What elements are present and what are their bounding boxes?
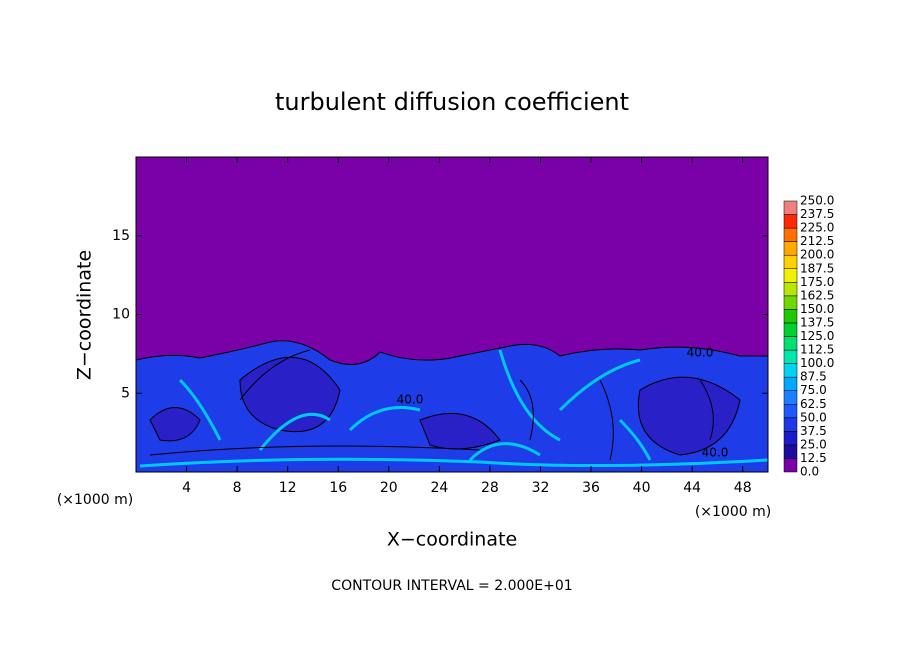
- x-tick-label: 12: [279, 480, 297, 496]
- colorbar-label: 50.0: [800, 410, 827, 424]
- colorbar-swatch: [783, 444, 798, 459]
- colorbar-label: 187.5: [800, 261, 834, 275]
- colorbar-swatch: [783, 295, 798, 310]
- cyan-streaks: [139, 349, 769, 468]
- colorbar-swatch: [783, 322, 798, 337]
- colorbar-label: 100.0: [800, 356, 834, 370]
- colorbar-label: 62.5: [800, 397, 827, 411]
- colorbar-swatch: [783, 363, 798, 378]
- colorbar-swatch: [783, 390, 798, 405]
- colorbar-label: 175.0: [800, 275, 834, 289]
- colorbar-swatch: [783, 268, 798, 283]
- colorbar-swatch: [783, 214, 798, 229]
- colorbar-swatch: [783, 200, 798, 215]
- x-tick-label: 32: [532, 480, 550, 496]
- colorbar-label: 137.5: [800, 315, 834, 329]
- colorbar-label: 150.0: [800, 302, 834, 316]
- field: 40.0 40.0 40.0: [135, 157, 769, 473]
- x-unit: (×1000 m): [695, 504, 771, 520]
- contour-label: 40.0: [397, 393, 424, 407]
- x-tick-label: 20: [380, 480, 398, 496]
- colorbar-label: 225.0: [800, 221, 834, 235]
- colorbar-label: 250.0: [800, 194, 834, 208]
- colorbar-label: 162.5: [800, 288, 834, 302]
- colorbar-swatch: [783, 336, 798, 351]
- colorbar-swatch: [783, 254, 798, 269]
- y-tick-label: 5: [121, 385, 130, 401]
- x-tick-label: 40: [633, 480, 651, 496]
- colorbar-swatch: [783, 241, 798, 256]
- x-tick-label: 36: [582, 480, 600, 496]
- chart-title: turbulent diffusion coefficient: [275, 88, 629, 116]
- footnote: CONTOUR INTERVAL = 2.000E+01: [331, 578, 572, 594]
- y-tick-label: 15: [112, 228, 130, 244]
- x-axis-label: X−coordinate: [387, 529, 517, 551]
- colorbar-label: 0.0: [800, 465, 819, 479]
- colorbar-label: 125.0: [800, 329, 834, 343]
- x-tick-label: 44: [683, 480, 701, 496]
- colorbar-swatch: [783, 349, 798, 364]
- x-tick-label: 28: [481, 480, 499, 496]
- colorbar-swatch: [783, 458, 798, 473]
- contour-lines: [149, 349, 714, 461]
- colorbar-swatch: [783, 282, 798, 297]
- colorbar-swatch: [783, 376, 798, 391]
- x-unit: (×1000 m): [57, 492, 133, 508]
- colorbar-label: 12.5: [800, 451, 827, 465]
- colorbar-swatch: [783, 431, 798, 446]
- contour-label: 40.0: [687, 346, 714, 360]
- colorbar-swatch: [783, 417, 798, 432]
- x-tick-label: 8: [233, 480, 242, 496]
- colorbar-label: 112.5: [800, 343, 834, 357]
- colorbar-label: 87.5: [800, 370, 827, 384]
- colorbar-swatch: [783, 404, 798, 419]
- colorbar-swatch: [783, 227, 798, 242]
- colorbar-label: 200.0: [800, 248, 834, 262]
- colorbar-swatch: [783, 309, 798, 324]
- colorbar-label: 237.5: [800, 207, 834, 221]
- x-tick-label: 24: [430, 480, 448, 496]
- x-tick-label: 4: [182, 480, 191, 496]
- contour-label: 40.0: [702, 446, 729, 460]
- colorbar-label: 37.5: [800, 424, 827, 438]
- x-tick-label: 48: [734, 480, 752, 496]
- colorbar-label: 212.5: [800, 234, 834, 248]
- x-tick-label: 16: [329, 480, 347, 496]
- y-tick-label: 10: [112, 307, 130, 323]
- colorbar-label: 25.0: [800, 437, 827, 451]
- y-axis-label: Z−coordinate: [74, 250, 96, 380]
- colorbar-label: 75.0: [800, 383, 827, 397]
